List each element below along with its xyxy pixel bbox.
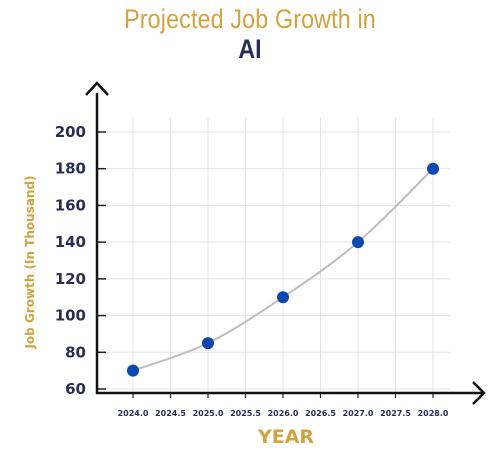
x-tick-label: 2028.0 [418, 409, 449, 418]
x-tick-label: 2024.5 [155, 409, 186, 418]
y-tick-label: 180 [55, 160, 86, 178]
chart-grid [107, 118, 450, 393]
x-tick-label: 2027.5 [380, 409, 411, 418]
data-point [427, 162, 439, 175]
chart-title-line2: AI [238, 34, 262, 64]
y-axis-label: Job Growth (In Thousand) [23, 175, 37, 349]
data-point [127, 364, 139, 377]
x-tick-label: 2025.0 [193, 409, 224, 418]
x-tick-label: 2026.5 [305, 409, 336, 418]
chart-axes [85, 81, 486, 405]
y-tick-labels: 60 80 100 120 140 160 180 200 [55, 123, 86, 398]
x-tick-labels: 2024.0 2024.5 2025.0 2025.5 2026.0 2026.5 2027… [118, 409, 449, 418]
y-tick-label: 100 [55, 307, 86, 325]
x-tick-label: 2025.5 [230, 409, 261, 418]
y-tick-label: 140 [55, 233, 86, 251]
y-tick-label: 200 [55, 123, 86, 141]
chart-title-line1: Projected Job Growth in [124, 4, 376, 34]
data-point [202, 337, 214, 350]
x-axis-label: YEAR [257, 426, 314, 448]
x-tick-label: 2027.0 [343, 409, 374, 418]
x-tick-label: 2026.0 [268, 409, 299, 418]
x-axis-arrow [472, 381, 486, 405]
y-tick-label: 160 [55, 196, 86, 214]
x-tick-label: 2024.0 [118, 409, 149, 418]
y-tick-label: 120 [55, 270, 86, 288]
y-tick-label: 60 [65, 380, 86, 398]
data-points [127, 162, 439, 377]
data-point [352, 236, 364, 249]
y-tick-label: 80 [65, 343, 86, 361]
data-point [277, 291, 289, 304]
y-axis-arrow [85, 81, 109, 96]
